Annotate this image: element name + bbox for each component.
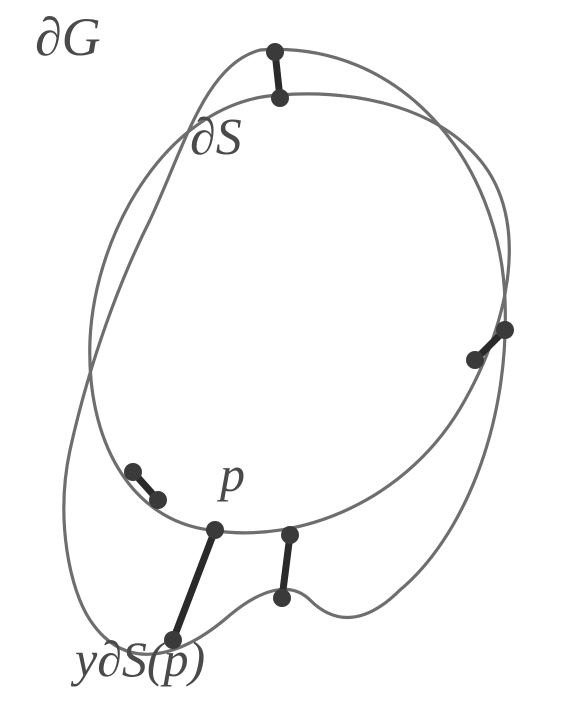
label-ydSp: y∂S(p) (75, 630, 205, 688)
curve-S (90, 94, 510, 533)
label-p: p (220, 445, 245, 503)
intersection-node (273, 589, 291, 607)
intersection-node (496, 321, 514, 339)
intersection-node (149, 491, 167, 509)
label-dG: ∂G (35, 6, 101, 68)
label-dS: ∂S (190, 108, 242, 167)
intersection-segment (173, 530, 215, 640)
nodes-group (124, 43, 514, 649)
intersection-node (124, 463, 142, 481)
intersection-node (466, 351, 484, 369)
intersection-node (266, 43, 284, 61)
intersection-node (206, 521, 224, 539)
intersection-node (281, 526, 299, 544)
diagram-svg (0, 0, 561, 727)
intersection-node (271, 89, 289, 107)
